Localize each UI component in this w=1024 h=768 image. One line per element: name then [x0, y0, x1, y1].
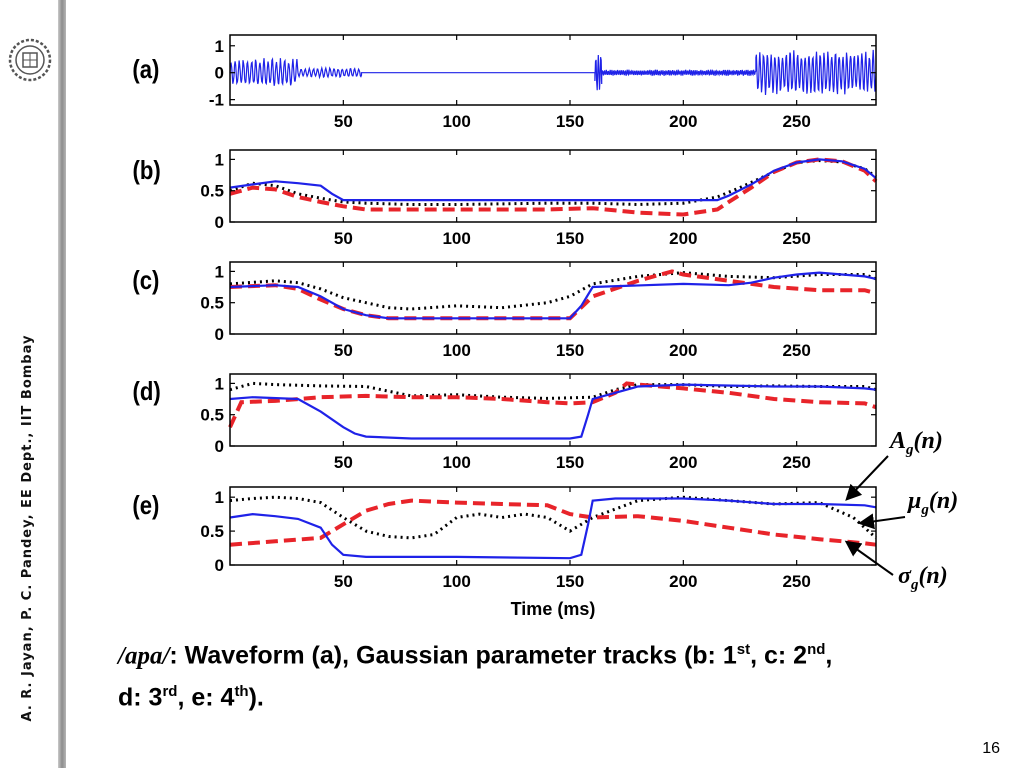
- x-tick-label: 250: [782, 453, 810, 472]
- x-tick-label: 200: [669, 229, 697, 248]
- waveform-line: [229, 49, 877, 96]
- caption-sup: st: [736, 641, 751, 658]
- sidebar-divider: [58, 0, 66, 768]
- y-tick-label: 1: [215, 150, 224, 169]
- panel-label-b: (b): [132, 155, 161, 185]
- panel-label-d: (d): [132, 376, 161, 406]
- mean-legend-label: μg(n): [908, 488, 959, 518]
- y-tick-label: 1: [215, 37, 224, 56]
- x-tick-label: 50: [334, 572, 353, 591]
- mean-arrow: [858, 513, 906, 530]
- y-tick-label: 0.5: [200, 406, 224, 425]
- y-tick-label: 0.5: [200, 182, 224, 201]
- sidebar: A. R. Jayan, P. C. Pandey, EE Dept., IIT…: [0, 0, 66, 768]
- y-tick-label: 1: [215, 262, 224, 281]
- y-tick-label: 0: [215, 64, 224, 83]
- plot-frame: [229, 486, 877, 566]
- x-tick-label: 100: [442, 112, 470, 131]
- x-axis-label: Time (ms): [511, 599, 596, 619]
- x-tick-label: 250: [782, 229, 810, 248]
- caption-text: , e: 4: [177, 683, 235, 712]
- y-tick-label: 1: [215, 488, 224, 507]
- x-tick-label: 100: [442, 341, 470, 360]
- amplitude-legend-label: Ag(n): [890, 428, 943, 458]
- x-tick-label: 50: [334, 453, 353, 472]
- x-tick-label: 150: [556, 112, 584, 131]
- caption-text: ,: [825, 641, 833, 670]
- amplitude-track-line: [229, 158, 877, 202]
- x-tick-label: 200: [669, 572, 697, 591]
- x-tick-label: 200: [669, 112, 697, 131]
- x-tick-label: 50: [334, 341, 353, 360]
- sd-track-line: [229, 498, 877, 547]
- plot-frame: [229, 34, 877, 106]
- y-tick-label: 0: [215, 437, 224, 456]
- figure-caption: /apa/: Waveform (a), Gaussian parameter …: [118, 632, 938, 716]
- x-tick-label: 150: [556, 341, 584, 360]
- x-tick-label: 200: [669, 341, 697, 360]
- x-tick-label: 100: [442, 453, 470, 472]
- y-tick-label: 0: [215, 325, 224, 344]
- x-tick-label: 150: [556, 453, 584, 472]
- x-tick-label: 150: [556, 572, 584, 591]
- figure-panel: 50 100 150 200 250 -1 0 1 50 100 150 200 250 0 0.5 1 50 1…: [190, 25, 890, 633]
- y-tick-label: 0: [215, 213, 224, 232]
- panel-label-c: (c): [132, 265, 160, 295]
- x-tick-label: 250: [782, 112, 810, 131]
- y-tick-label: 0.5: [200, 294, 224, 313]
- mean-track-line: [229, 381, 877, 400]
- y-tick-label: 0: [215, 556, 224, 575]
- panel-label-e: (e): [132, 490, 160, 520]
- x-tick-label: 250: [782, 341, 810, 360]
- x-tick-label: 100: [442, 229, 470, 248]
- x-tick-label: 100: [442, 572, 470, 591]
- caption-text: : Waveform (a), Gaussian parameter track…: [169, 641, 737, 670]
- amplitude-arrow: [845, 455, 889, 501]
- amplitude-track-line: [229, 497, 877, 560]
- page-number: 16: [982, 740, 1000, 757]
- sd-track-line: [229, 269, 877, 321]
- plot-frame: [229, 373, 877, 447]
- sd-legend-label: σg(n): [898, 563, 948, 593]
- caption-text: d: 3: [118, 683, 163, 712]
- x-tick-label: 150: [556, 229, 584, 248]
- caption-text: , c: 2: [750, 641, 808, 670]
- caption-text: ).: [248, 683, 264, 712]
- y-tick-label: -1: [209, 91, 224, 110]
- x-tick-label: 200: [669, 453, 697, 472]
- y-tick-label: 0.5: [200, 522, 224, 541]
- plot-frame: [229, 261, 877, 335]
- caption-sup: nd: [807, 641, 826, 658]
- x-tick-label: 50: [334, 112, 353, 131]
- iit-bombay-seal-icon: [8, 38, 52, 82]
- y-tick-label: 1: [215, 374, 224, 393]
- x-tick-label: 250: [782, 572, 810, 591]
- caption-sup: rd: [162, 683, 178, 701]
- panel-label-a: (a): [132, 54, 160, 84]
- x-tick-label: 50: [334, 229, 353, 248]
- sd-track-line: [229, 157, 878, 217]
- sd-arrow: [844, 540, 894, 576]
- amplitude-track-line: [229, 383, 877, 440]
- caption-phoneme: /apa/: [118, 642, 170, 670]
- mean-track-line: [229, 495, 878, 540]
- caption-sup: th: [234, 683, 249, 701]
- mean-track-line: [229, 159, 877, 207]
- amplitude-track-line: [229, 271, 877, 320]
- plot-frame: [229, 149, 877, 223]
